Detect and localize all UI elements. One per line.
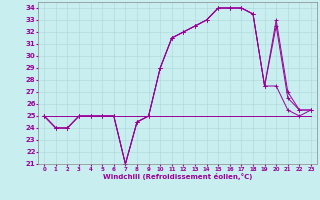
X-axis label: Windchill (Refroidissement éolien,°C): Windchill (Refroidissement éolien,°C)	[103, 173, 252, 180]
